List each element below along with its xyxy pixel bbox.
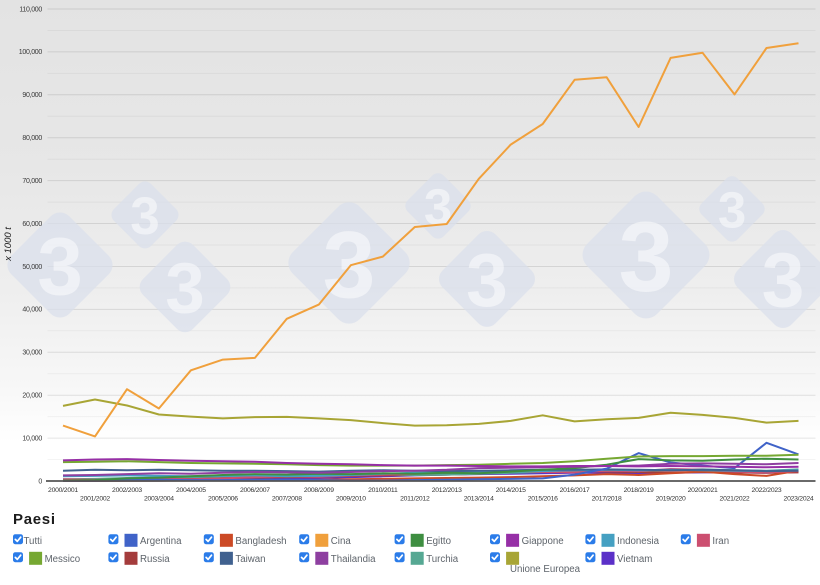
svg-text:3: 3: [165, 250, 205, 329]
svg-text:Messico: Messico: [45, 554, 81, 565]
svg-text:40,000: 40,000: [22, 307, 42, 314]
svg-text:70,000: 70,000: [22, 178, 42, 185]
svg-text:Vietnam: Vietnam: [617, 554, 652, 565]
svg-text:Taiwan: Taiwan: [235, 554, 265, 565]
svg-text:2010/2011: 2010/2011: [368, 487, 398, 494]
svg-text:50,000: 50,000: [22, 264, 42, 271]
svg-text:3: 3: [762, 238, 805, 324]
svg-text:3: 3: [130, 187, 159, 246]
svg-text:Unione Europea: Unione Europea: [510, 564, 581, 575]
svg-text:2022/2023: 2022/2023: [752, 487, 782, 494]
svg-text:2009/2010: 2009/2010: [336, 495, 366, 502]
svg-text:2005/2006: 2005/2006: [208, 495, 238, 502]
svg-text:2006/2007: 2006/2007: [240, 487, 270, 494]
svg-text:2014/2015: 2014/2015: [496, 487, 526, 494]
svg-text:Tutti: Tutti: [24, 536, 42, 547]
svg-text:90,000: 90,000: [22, 92, 42, 99]
svg-text:2012/2013: 2012/2013: [432, 487, 462, 494]
svg-text:Cina: Cina: [331, 536, 352, 547]
svg-text:2023/2024: 2023/2024: [784, 495, 814, 502]
svg-text:80,000: 80,000: [22, 135, 42, 142]
svg-text:100,000: 100,000: [19, 49, 43, 56]
svg-text:Bangladesh: Bangladesh: [235, 536, 286, 547]
svg-text:3: 3: [424, 178, 452, 235]
svg-text:Thailandia: Thailandia: [331, 554, 376, 565]
svg-text:Argentina: Argentina: [140, 536, 182, 547]
svg-text:2011/2012: 2011/2012: [400, 495, 430, 502]
svg-text:2003/2004: 2003/2004: [144, 495, 174, 502]
svg-text:2019/2020: 2019/2020: [656, 495, 686, 502]
svg-text:2004/2005: 2004/2005: [176, 487, 206, 494]
svg-text:0: 0: [38, 478, 42, 485]
svg-text:2008/2009: 2008/2009: [304, 487, 334, 494]
svg-text:3: 3: [466, 238, 508, 322]
svg-text:2016/2017: 2016/2017: [560, 487, 590, 494]
svg-text:3: 3: [618, 201, 673, 312]
svg-text:Iran: Iran: [712, 536, 729, 547]
svg-text:2018/2019: 2018/2019: [624, 487, 654, 494]
svg-text:2021/2022: 2021/2022: [720, 495, 750, 502]
svg-text:3: 3: [37, 222, 83, 313]
svg-text:30,000: 30,000: [22, 350, 42, 357]
svg-text:2015/2016: 2015/2016: [528, 495, 558, 502]
svg-text:Indonesia: Indonesia: [617, 536, 660, 547]
svg-text:2000/2001: 2000/2001: [48, 487, 78, 494]
svg-text:3: 3: [323, 212, 376, 318]
svg-text:Egitto: Egitto: [426, 536, 451, 547]
svg-text:2007/2008: 2007/2008: [272, 495, 302, 502]
svg-text:10,000: 10,000: [22, 435, 42, 442]
svg-text:Russia: Russia: [140, 554, 170, 565]
svg-text:3: 3: [718, 181, 746, 238]
svg-text:2002/2003: 2002/2003: [112, 487, 142, 494]
svg-text:2001/2002: 2001/2002: [80, 495, 110, 502]
svg-text:2017/2018: 2017/2018: [592, 495, 622, 502]
svg-text:2020/2021: 2020/2021: [688, 487, 718, 494]
svg-text:2013/2014: 2013/2014: [464, 495, 494, 502]
svg-text:Paesi: Paesi: [13, 511, 56, 528]
svg-text:Giappone: Giappone: [522, 536, 564, 547]
svg-text:20,000: 20,000: [22, 393, 42, 400]
svg-text:110,000: 110,000: [19, 6, 42, 13]
svg-text:x 1000 t: x 1000 t: [3, 227, 14, 262]
svg-text:Turchia: Turchia: [426, 554, 459, 565]
svg-text:60,000: 60,000: [22, 221, 42, 228]
